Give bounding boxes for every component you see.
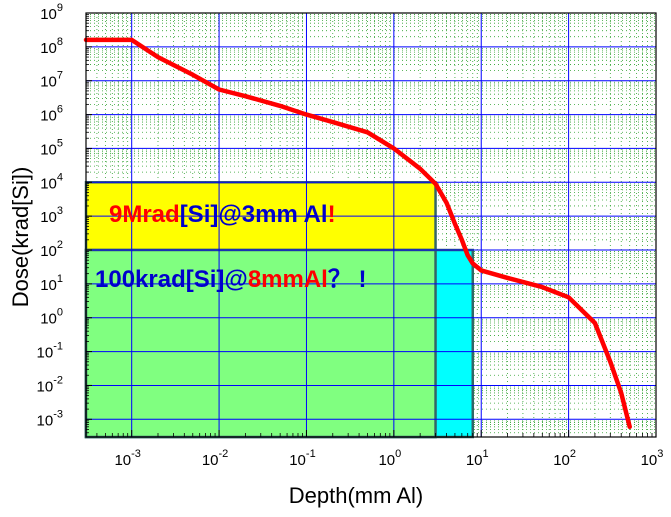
highlight-box-3 xyxy=(84,248,437,439)
series-layer xyxy=(83,37,632,430)
annotation-part: ! xyxy=(328,201,336,228)
x-tick-label: 103 xyxy=(641,448,664,469)
annotation-part: ! xyxy=(352,266,367,293)
x-tick-label: 102 xyxy=(553,448,576,469)
annotation-9mrad: 9Mrad[Si]@3mm Al! xyxy=(109,201,336,228)
annotation-part: 9Mrad xyxy=(109,201,180,228)
y-tick-label: 108 xyxy=(40,36,63,57)
annotations: 9Mrad[Si]@3mm Al!100krad[Si]@8mmAl？ ! xyxy=(95,201,367,293)
y-tick-labels: 10-3 10-2 10-1 100 101 102 103 104 105 106 107 108 1… xyxy=(37,2,63,429)
y-tick-label: 103 xyxy=(40,205,63,226)
y-tick-label: 10-1 xyxy=(37,341,63,362)
y-tick-label: 100 xyxy=(40,307,63,328)
annotation-100krad: 100krad[Si]@8mmAl？ ! xyxy=(95,266,367,293)
y-axis-title: Dose(krad[Si]) xyxy=(8,167,33,308)
x-tick-label: 10-1 xyxy=(289,448,315,469)
y-tick-label: 109 xyxy=(40,2,63,23)
x-axis-title: Depth(mm Al) xyxy=(289,483,423,508)
annotation-part: [Si]@3mm Al xyxy=(180,201,328,228)
y-tick-label: 102 xyxy=(40,239,63,260)
y-tick-label: 107 xyxy=(40,70,63,91)
tick-marks xyxy=(85,12,657,438)
y-tick-label: 104 xyxy=(40,171,63,192)
annotation-part: ？ xyxy=(328,266,352,293)
x-tick-label: 10-2 xyxy=(202,448,228,469)
dose-curve-line xyxy=(83,37,632,430)
major-grid xyxy=(86,13,656,437)
x-tick-label: 10-3 xyxy=(114,448,140,469)
plot-frame xyxy=(85,12,657,438)
annotation-part: 8mmAl xyxy=(248,266,328,293)
x-tick-label: 100 xyxy=(378,448,401,469)
y-tick-label: 10-3 xyxy=(37,408,63,429)
y-tick-label: 105 xyxy=(40,137,63,158)
x-tick-labels: 10-3 10-2 10-1 100 101 102 103 xyxy=(114,448,663,469)
annotation-part: 100krad[Si]@ xyxy=(95,266,248,293)
x-tick-label: 101 xyxy=(466,448,489,469)
y-tick-label: 10-2 xyxy=(37,374,63,395)
y-tick-label: 106 xyxy=(40,104,63,125)
y-tick-label: 101 xyxy=(40,273,63,294)
